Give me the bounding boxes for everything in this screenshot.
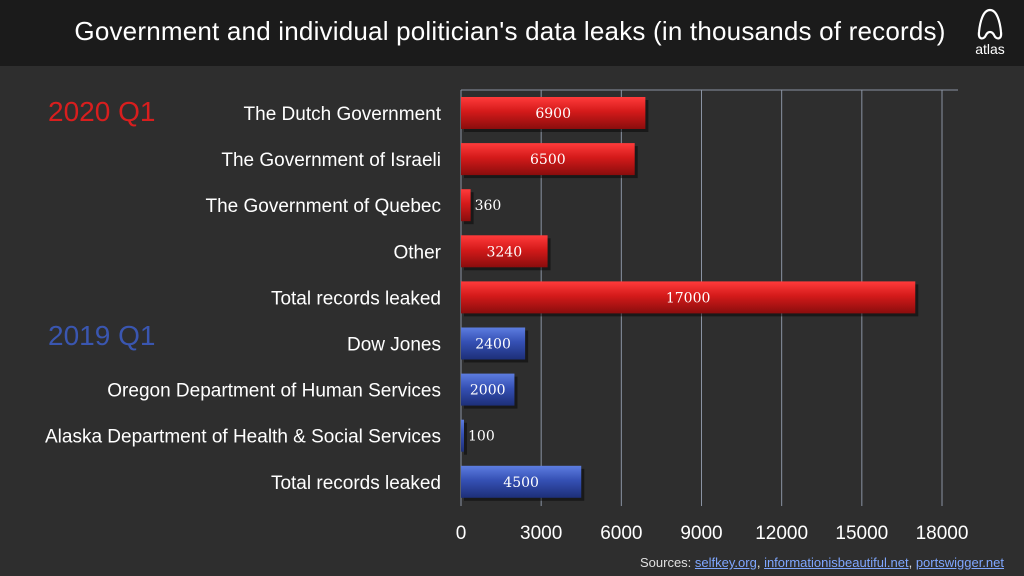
x-tick-label: 6000 [600, 523, 642, 544]
x-tick-label: 15000 [835, 523, 888, 544]
atlas-logo-icon [977, 8, 1003, 40]
header-bar [0, 0, 1024, 66]
bar [461, 189, 471, 222]
category-label: The Government of Israeli [221, 150, 441, 171]
bar [461, 235, 548, 268]
sources-line: Sources: selfkey.org, informationisbeaut… [639, 555, 1004, 570]
page-title: Government and individual politician's d… [74, 16, 946, 46]
data-label: 4500 [503, 475, 539, 491]
category-label: Total records leaked [271, 473, 441, 494]
source-link-selfkey[interactable]: selfkey.org [694, 555, 757, 570]
atlas-logo: atlas [970, 8, 1010, 60]
category-label: Oregon Department of Human Services [107, 381, 441, 402]
data-label: 360 [475, 198, 502, 214]
group-label-2020: 2020 Q1 [48, 96, 156, 127]
data-label: 6900 [535, 106, 571, 122]
data-label: 100 [468, 429, 495, 445]
x-tick-label: 9000 [680, 523, 722, 544]
category-label: Dow Jones [347, 335, 441, 356]
x-tick-label: 12000 [755, 523, 808, 544]
data-label: 2400 [475, 337, 511, 353]
data-label: 6500 [530, 152, 566, 168]
data-label: 3240 [486, 244, 522, 260]
source-link-portswigger[interactable]: portswigger.net [915, 555, 1004, 570]
bar-shadow [464, 422, 467, 455]
logo-text: atlas [975, 41, 1005, 57]
x-tick-label: 3000 [520, 523, 562, 544]
sources-prefix: Sources: [639, 555, 692, 570]
bar [461, 373, 515, 406]
data-label: 17000 [666, 290, 711, 306]
bar [461, 281, 916, 314]
category-label: The Dutch Government [244, 104, 442, 125]
category-label: Other [393, 242, 441, 263]
source-link-informationisbeautiful[interactable]: informationisbeautiful.net [764, 555, 909, 570]
bar [461, 419, 464, 452]
category-label: Alaska Department of Health & Social Ser… [45, 427, 441, 448]
group-label-2019: 2019 Q1 [48, 320, 156, 351]
bar [461, 327, 526, 360]
x-tick-label: 0 [456, 523, 467, 544]
bar [461, 143, 635, 176]
data-label: 2000 [470, 383, 506, 399]
x-tick-label: 18000 [916, 523, 969, 544]
bar [461, 465, 582, 498]
category-label: The Government of Quebec [205, 196, 441, 217]
bar [461, 97, 646, 129]
category-label: Total records leaked [271, 288, 441, 309]
